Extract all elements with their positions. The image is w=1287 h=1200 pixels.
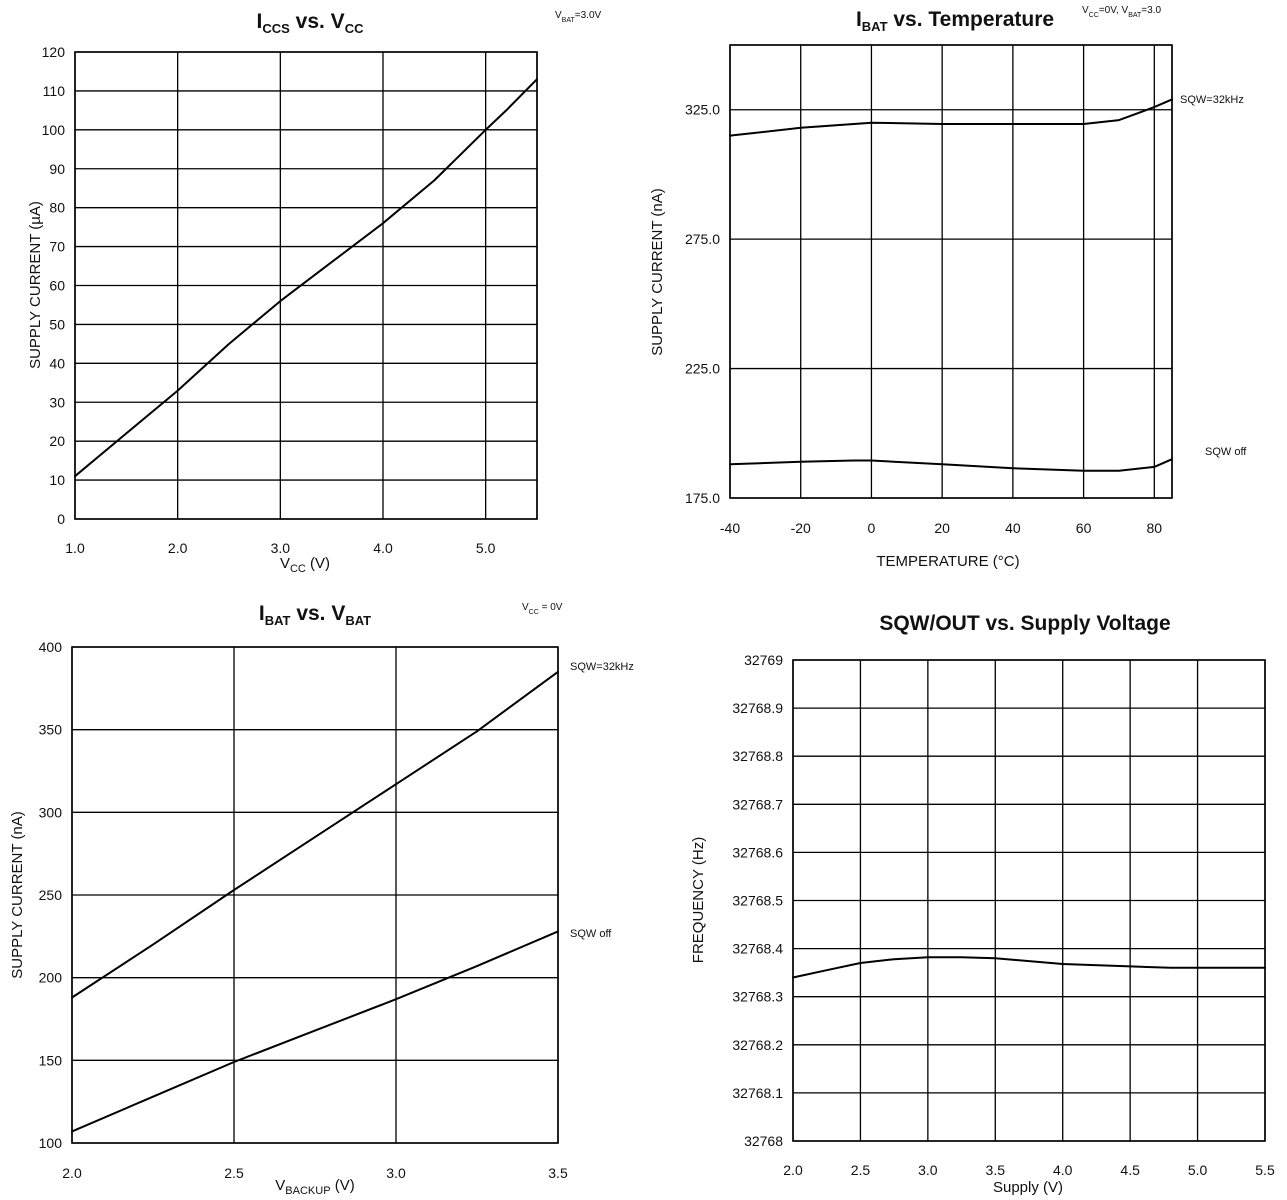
x-axis-label: TEMPERATURE (°C)	[876, 553, 1019, 570]
series-line	[792, 956, 1266, 979]
chart-2: 175.0 225.0 275.0 325.0 -40 -20 0 20 40 60 80 SQW=3…	[649, 5, 1247, 570]
y-tick-label: 80	[49, 200, 65, 216]
y-tick-label: 40	[49, 355, 65, 371]
x-axis-label: VCC (V)	[280, 555, 330, 575]
y-axis-label: SUPPLY CURRENT (µA)	[27, 201, 44, 369]
y-tick-label: 60	[49, 278, 65, 294]
chart-3: 100 150 200 250 300 350 400 2.0 2.5 3.0 3.5 SQW=32k…	[9, 602, 634, 1197]
x-axis-label: Supply (V)	[993, 1179, 1063, 1196]
y-tick-label: 300	[39, 804, 63, 820]
chart-4: 32768 32768.1 32768.2 32768.3 32768.4 32768.5…	[690, 612, 1275, 1196]
x-tick-label: 3.5	[548, 1165, 568, 1181]
x-tick-label: 1.0	[65, 540, 85, 556]
y-axis-label: SUPPLY CURRENT (nA)	[9, 811, 26, 979]
y-tick-label: 32768.4	[732, 941, 783, 957]
series-label: SQW off	[1205, 446, 1247, 458]
x-tick-label: 5.5	[1255, 1162, 1275, 1178]
y-tick-label: 110	[43, 83, 66, 99]
chart-title: IBAT vs. VBAT	[259, 602, 371, 628]
x-tick-label: 2.5	[851, 1162, 871, 1178]
y-tick-label: 120	[42, 44, 66, 60]
y-tick-label: 32768.7	[732, 796, 783, 812]
x-tick-label: 0	[868, 520, 876, 536]
series-line	[71, 670, 559, 999]
chart-condition: VCC = 0V	[522, 602, 563, 616]
y-tick-label: 0	[57, 511, 65, 527]
x-tick-label: 3.0	[918, 1162, 938, 1178]
plot-frame	[729, 44, 1173, 499]
chart-condition: VCC=0V, VBAT=3.0	[1082, 5, 1161, 19]
x-tick-label: 4.0	[373, 540, 393, 556]
series-label: SQW=32kHz	[1180, 94, 1244, 106]
x-axis-label: VBACKUP (V)	[275, 1177, 354, 1197]
y-tick-label: 32768.9	[732, 700, 783, 716]
y-tick-label: 32768.5	[732, 893, 783, 909]
plot-frame	[71, 646, 559, 1144]
x-tick-label: 2.5	[224, 1165, 244, 1181]
y-tick-label: 325.0	[685, 102, 720, 118]
x-tick-label: 2.0	[168, 540, 188, 556]
x-tick-label: 4.0	[1053, 1162, 1073, 1178]
y-tick-label: 32768	[744, 1133, 783, 1149]
y-tick-label: 175.0	[685, 490, 720, 506]
y-tick-label: 200	[39, 970, 63, 986]
y-axis-label: FREQUENCY (Hz)	[690, 837, 707, 963]
y-tick-label: 275.0	[685, 231, 720, 247]
y-tick-label: 10	[49, 472, 65, 488]
x-tick-label: 60	[1076, 520, 1092, 536]
y-tick-label: 90	[49, 161, 65, 177]
y-tick-label: 32768.6	[732, 844, 783, 860]
series-line	[729, 458, 1173, 472]
x-tick-label: 5.0	[476, 540, 496, 556]
x-tick-label: -40	[720, 520, 740, 536]
chart-title: ICCS vs. VCC	[257, 10, 365, 36]
series-label: SQW off	[570, 928, 612, 940]
y-tick-label: 350	[39, 722, 63, 738]
chart-title: IBAT vs. Temperature	[856, 8, 1054, 34]
y-tick-label: 100	[39, 1135, 63, 1151]
y-tick-label: 30	[49, 394, 65, 410]
y-tick-label: 32768.3	[732, 989, 783, 1005]
y-axis-label: SUPPLY CURRENT (nA)	[649, 188, 666, 356]
y-tick-label: 250	[39, 887, 63, 903]
y-tick-label: 150	[39, 1052, 63, 1068]
y-tick-label: 100	[42, 122, 66, 138]
x-tick-label: 20	[934, 520, 950, 536]
y-tick-label: 32769	[744, 652, 783, 668]
y-tick-label: 400	[39, 639, 63, 655]
x-tick-label: 80	[1147, 520, 1163, 536]
y-tick-label: 32768.2	[732, 1037, 783, 1053]
x-tick-label: -20	[791, 520, 811, 536]
x-tick-label: 40	[1005, 520, 1021, 536]
y-tick-label: 70	[49, 239, 65, 255]
chart-1: 0 10 20 30 40 50 60 70 80 90 100 110 120 1.0 2.0 3.0 4.0…	[27, 10, 602, 575]
series-line	[729, 98, 1173, 137]
y-tick-label: 20	[49, 433, 65, 449]
plot-frame	[792, 659, 1266, 1142]
plot-frame	[74, 51, 538, 520]
y-tick-label: 32768.1	[732, 1085, 783, 1101]
x-tick-label: 3.5	[986, 1162, 1006, 1178]
x-tick-label: 2.0	[783, 1162, 803, 1178]
series-line	[71, 930, 559, 1133]
series-label: SQW=32kHz	[570, 661, 634, 673]
chart-condition: VBAT=3.0V	[555, 10, 602, 24]
y-tick-label: 50	[49, 316, 65, 332]
x-tick-label: 3.0	[271, 540, 291, 556]
chart-title: SQW/OUT vs. Supply Voltage	[879, 612, 1170, 635]
series-line	[74, 78, 538, 478]
x-tick-label: 5.0	[1188, 1162, 1208, 1178]
x-tick-label: 2.0	[62, 1165, 82, 1181]
y-tick-label: 32768.8	[732, 748, 783, 764]
x-tick-label: 4.5	[1120, 1162, 1140, 1178]
x-tick-label: 3.0	[386, 1165, 406, 1181]
y-tick-label: 225.0	[685, 361, 720, 377]
